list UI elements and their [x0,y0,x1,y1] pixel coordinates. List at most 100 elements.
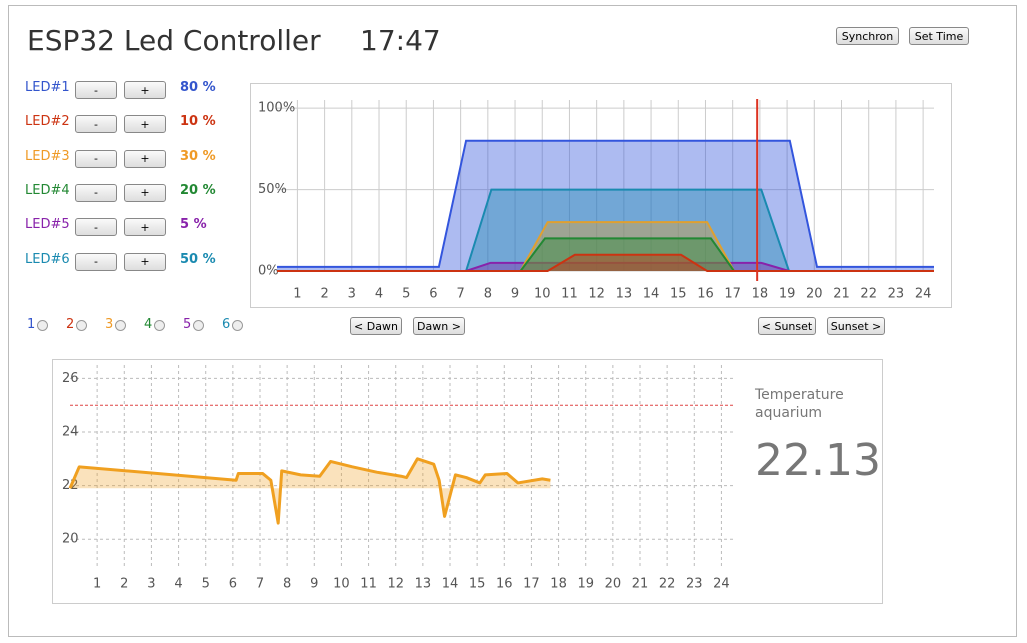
x-tick-label: 15 [469,577,486,592]
toggle-label: 3 [105,317,114,332]
area-fill [466,189,789,271]
y-tick-label: 20 [62,532,79,547]
temperature-value: 22.13 [755,435,881,486]
temperature-label: Temperature aquarium [755,387,844,421]
title: ESP32 Led Controller [27,24,321,57]
clock: 17:47 [360,24,441,57]
toggle-radio[interactable] [232,320,243,331]
led-level: 50 % [180,251,216,267]
x-tick-label: 2 [120,577,128,592]
x-tick-label: 7 [456,287,464,302]
sunset-earlier[interactable]: < Sunset [758,317,816,335]
x-tick-label: 16 [697,287,714,302]
temperature-chart: 1 2 3 4 5 6 7 8 9 10 11 12 13 14 15 16 17 18 19 20 21 22 23 242… [62,365,735,592]
x-tick-label: 1 [93,577,101,592]
toggle-radio[interactable] [37,320,48,331]
led-plus[interactable]: + [124,81,166,99]
toggle-radio[interactable] [154,320,165,331]
x-tick-label: 8 [283,577,291,592]
x-tick-label: 16 [496,577,513,592]
led-minus[interactable]: - [75,218,117,237]
x-tick-label: 9 [310,577,318,592]
y-tick-label: 100% [258,101,295,116]
temp-chart-frame [52,359,883,604]
y-tick-label: 50% [258,182,287,197]
dawn-earlier[interactable]: < Dawn [350,317,402,335]
x-tick-label: 13 [616,287,633,302]
x-tick-label: 3 [348,287,356,302]
area-fill [277,140,934,271]
x-tick-label: 5 [402,287,410,302]
x-tick-label: 17 [724,287,741,302]
led-name: LED#2 [25,114,70,130]
x-tick-label: 18 [752,287,769,302]
led-plus[interactable]: + [124,252,166,271]
sunset-later[interactable]: Sunset > [827,317,885,335]
x-tick-label: 20 [605,577,622,592]
dawn-later[interactable]: Dawn > [413,317,465,335]
x-tick-label: 12 [588,287,605,302]
x-tick-label: 8 [484,287,492,302]
toggle-radio[interactable] [115,320,126,331]
led-minus[interactable]: - [75,81,117,99]
x-tick-label: 11 [360,577,377,592]
y-tick-label: 24 [62,425,79,440]
x-tick-label: 3 [147,577,155,592]
x-tick-label: 20 [806,287,823,302]
led-plus[interactable]: + [124,149,166,168]
led-name: LED#4 [25,182,70,198]
led-name: LED#5 [25,217,70,233]
led-minus[interactable]: - [75,115,117,134]
led-minus[interactable]: - [75,183,117,202]
sync-button[interactable]: Synchron [836,27,899,45]
led-chart: 1 2 3 4 5 6 7 8 9 10 11 12 13 14 15 16 17 18 19 20 21 22 23 240… [258,99,934,302]
area-fill [466,262,789,271]
x-tick-label: 23 [686,577,703,592]
led-name: LED#3 [25,148,70,164]
area-line [277,253,934,272]
area-line [465,261,790,272]
led-level: 80 % [180,80,216,95]
led-minus[interactable]: - [75,149,117,168]
toggle-label: 6 [222,317,231,332]
x-tick-label: 18 [550,577,567,592]
led-plus[interactable]: + [124,183,166,202]
led-name: LED#1 [25,80,70,95]
led-level: 10 % [180,114,216,130]
x-tick-label: 17 [523,577,540,592]
toggle-label: 4 [144,317,153,332]
set-time-button[interactable]: Set Time [909,27,969,45]
x-tick-label: 10 [534,287,551,302]
toggle-label: 2 [66,317,75,332]
area-fill [520,222,735,271]
x-tick-label: 11 [561,287,578,302]
y-tick-label: 0% [258,264,279,279]
area-line [519,237,735,272]
x-tick-label: 19 [779,287,796,302]
led-plus[interactable]: + [124,115,166,134]
x-tick-label: 1 [293,287,301,302]
area-fill [277,254,934,271]
x-tick-label: 4 [174,577,182,592]
x-tick-label: 7 [256,577,264,592]
x-tick-label: 10 [333,577,350,592]
frame [8,5,1017,637]
led-plus[interactable]: + [124,218,166,237]
x-tick-label: 19 [577,577,594,592]
led-level: 20 % [180,182,216,198]
x-tick-label: 15 [670,287,687,302]
x-tick-label: 24 [915,287,932,302]
led-level: 5 % [180,217,207,233]
area-line [465,188,790,272]
toggle-label: 1 [27,317,36,332]
toggle-radio[interactable] [193,320,204,331]
x-tick-label: 22 [659,577,676,592]
toggle-radio[interactable] [76,320,87,331]
toggle-label: 5 [183,317,192,332]
x-tick-label: 12 [387,577,404,592]
x-tick-label: 9 [511,287,519,302]
led-level: 30 % [180,148,216,164]
x-tick-label: 4 [375,287,383,302]
led-minus[interactable]: - [75,252,117,271]
